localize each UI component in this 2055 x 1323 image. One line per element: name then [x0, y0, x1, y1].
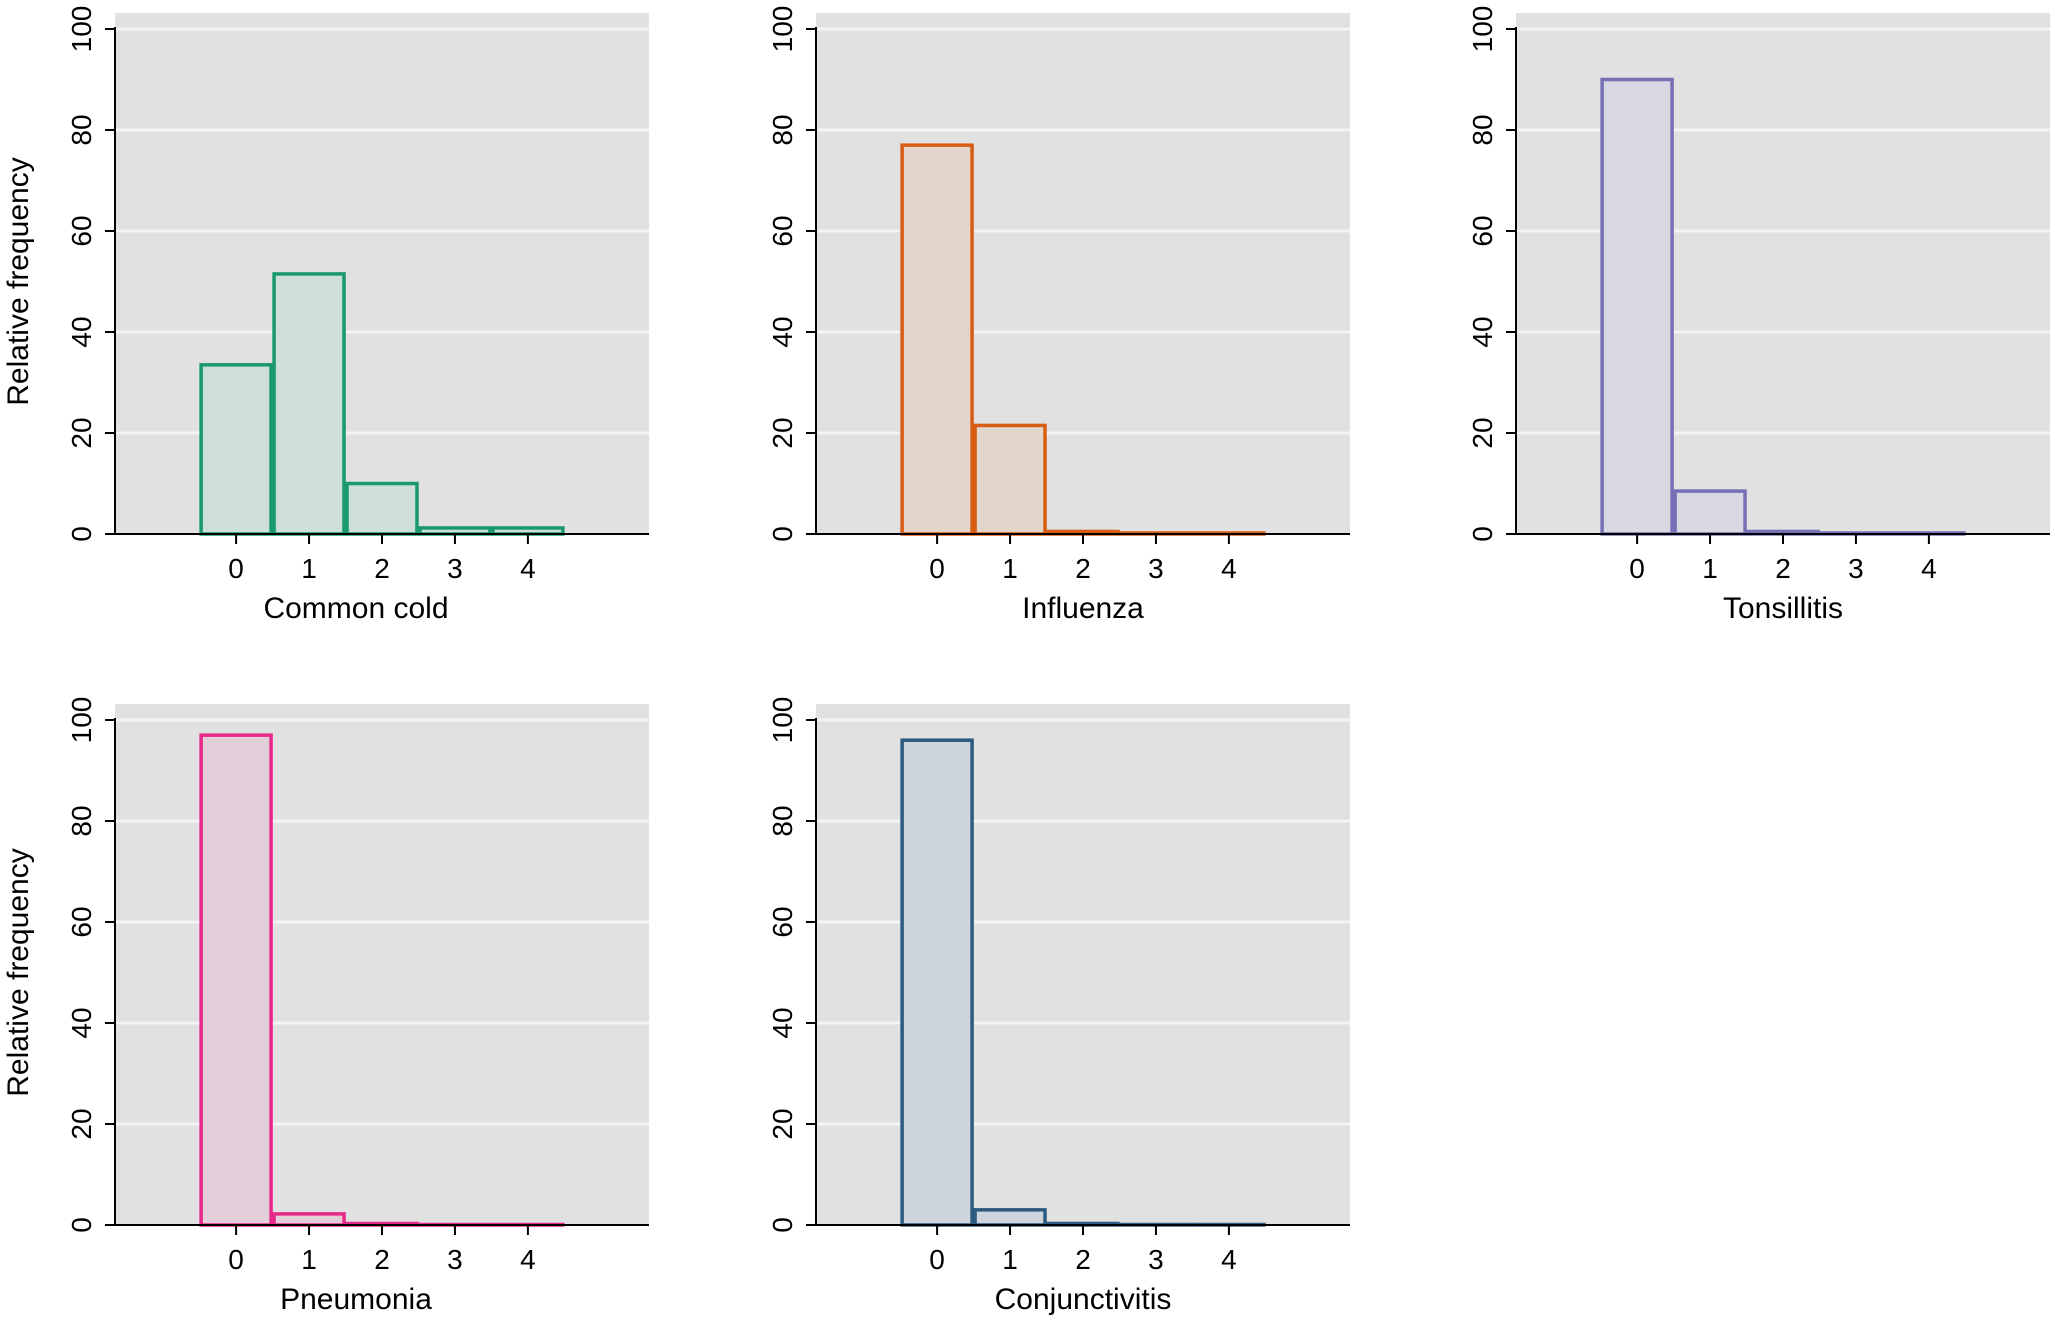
y-tick-label: 40 [767, 1007, 798, 1038]
y-tick-label: 40 [1467, 316, 1498, 347]
y-tick-label: 80 [767, 805, 798, 836]
x-axis-title: Pneumonia [280, 1283, 432, 1316]
y-tick-label: 60 [66, 215, 97, 246]
x-tick-label: 4 [520, 1244, 536, 1275]
x-tick-label: 2 [1075, 553, 1091, 584]
bar-1 [973, 423, 1047, 536]
y-tick-label: 100 [66, 6, 97, 53]
y-tick-label: 0 [1467, 526, 1498, 542]
y-tick-label: 20 [66, 1108, 97, 1139]
x-tick-label: 2 [374, 1244, 390, 1275]
x-tick-label: 3 [1148, 553, 1164, 584]
x-tick-label: 0 [929, 553, 945, 584]
x-tick-label: 2 [1075, 1244, 1091, 1275]
x-tick-label: 1 [301, 553, 317, 584]
chart-panel-1: 0 20 40 60 80 100 0 1 2 3 4 Common cold Relative fre… [2, 6, 649, 625]
x-axis-title: Tonsillitis [1723, 592, 1843, 625]
x-tick-label: 1 [1002, 1244, 1018, 1275]
y-tick-label: 100 [767, 697, 798, 744]
y-tick-label: 60 [767, 906, 798, 937]
bar-1 [272, 1212, 346, 1227]
x-tick-label: 4 [1221, 553, 1237, 584]
x-tick-label: 4 [1221, 1244, 1237, 1275]
y-tick-label: 80 [1467, 114, 1498, 145]
x-tick-label: 0 [228, 553, 244, 584]
y-tick-label: 20 [767, 417, 798, 448]
y-tick-label: 40 [66, 316, 97, 347]
y-tick-label: 0 [767, 1217, 798, 1233]
plot-background [1516, 13, 2050, 534]
y-axis-title: Relative frequency [2, 848, 35, 1096]
y-tick-label: 40 [66, 1007, 97, 1038]
plot-background [115, 13, 649, 534]
y-tick-label: 80 [66, 805, 97, 836]
bar-0 [1600, 77, 1674, 536]
x-tick-label: 0 [929, 1244, 945, 1275]
x-tick-label: 3 [447, 553, 463, 584]
x-tick-label: 4 [1921, 553, 1937, 584]
y-tick-label: 0 [767, 526, 798, 542]
x-tick-label: 1 [1702, 553, 1718, 584]
y-tick-label: 40 [767, 316, 798, 347]
y-tick-label: 100 [767, 6, 798, 53]
x-tick-label: 0 [1629, 553, 1645, 584]
bar-0 [900, 738, 974, 1227]
y-tick-label: 0 [66, 526, 97, 542]
y-tick-label: 60 [1467, 215, 1498, 246]
x-tick-label: 0 [228, 1244, 244, 1275]
y-tick-label: 60 [767, 215, 798, 246]
plot-background [115, 704, 649, 1225]
x-tick-label: 4 [520, 553, 536, 584]
plot-background [816, 13, 1350, 534]
y-tick-label: 20 [66, 417, 97, 448]
bar-1 [973, 1208, 1047, 1227]
x-tick-label: 1 [301, 1244, 317, 1275]
bar-1 [272, 272, 346, 536]
chart-panel-3: 0 20 40 60 80 100 0 1 2 3 4 Tonsillitis [1467, 6, 2050, 625]
plot-background [816, 704, 1350, 1225]
x-tick-label: 2 [1775, 553, 1791, 584]
chart-panel-4: 0 20 40 60 80 100 0 1 2 3 4 Pneumonia Relative frequ… [2, 697, 649, 1316]
y-tick-label: 100 [66, 697, 97, 744]
y-tick-label: 20 [767, 1108, 798, 1139]
x-tick-label: 3 [1148, 1244, 1164, 1275]
bar-0 [199, 733, 273, 1227]
x-axis-title: Conjunctivitis [995, 1283, 1172, 1316]
y-tick-label: 0 [66, 1217, 97, 1233]
bar-0 [900, 143, 974, 536]
x-tick-label: 3 [447, 1244, 463, 1275]
y-tick-label: 60 [66, 906, 97, 937]
y-tick-label: 80 [767, 114, 798, 145]
bar-0 [199, 363, 273, 536]
x-tick-label: 1 [1002, 553, 1018, 584]
y-tick-label: 100 [1467, 6, 1498, 53]
x-tick-label: 2 [374, 553, 390, 584]
x-axis-title: Common cold [263, 592, 448, 625]
x-tick-label: 3 [1848, 553, 1864, 584]
y-tick-label: 80 [66, 114, 97, 145]
y-axis-title: Relative frequency [2, 157, 35, 405]
bar-2 [345, 481, 419, 536]
bar-1 [1673, 489, 1747, 536]
chart-panel-2: 0 20 40 60 80 100 0 1 2 3 4 Influenza [767, 6, 1350, 625]
x-axis-title: Influenza [1022, 592, 1144, 625]
chart-panel-5: 0 20 40 60 80 100 0 1 2 3 4 Conjunctivitis [767, 697, 1350, 1316]
y-tick-label: 20 [1467, 417, 1498, 448]
